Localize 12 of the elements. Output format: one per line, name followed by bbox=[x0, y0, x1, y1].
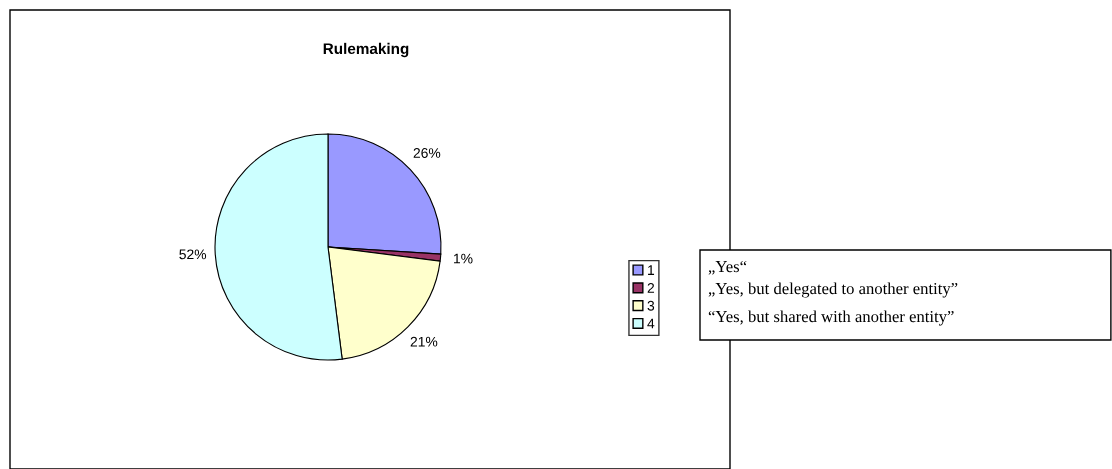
data-label: 21% bbox=[410, 336, 438, 347]
chart-title: Rulemaking bbox=[323, 42, 409, 58]
legend-label: 2 bbox=[647, 282, 655, 293]
data-label: 52% bbox=[179, 249, 207, 260]
text: „Yes“ bbox=[708, 260, 747, 275]
data-label: 1% bbox=[454, 253, 473, 264]
legend-label: 4 bbox=[647, 318, 655, 329]
legend-label: 1 bbox=[648, 265, 655, 275]
text: „Yes, but delegated to another entity” bbox=[708, 282, 958, 298]
legend-label: 3 bbox=[647, 300, 655, 311]
data-label: 26% bbox=[413, 148, 441, 158]
text: “Yes, but shared with another entity” bbox=[708, 310, 954, 326]
